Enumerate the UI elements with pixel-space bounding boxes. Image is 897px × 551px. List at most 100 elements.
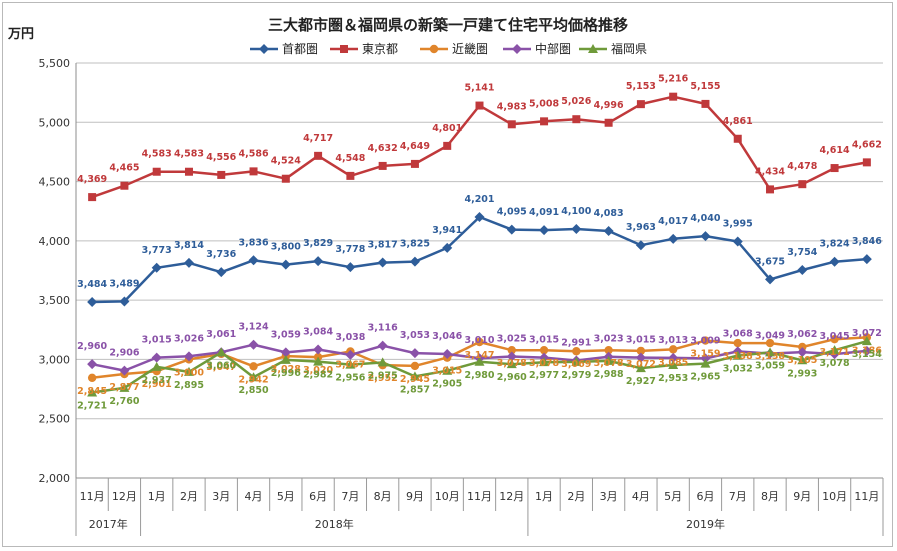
data-point	[572, 347, 581, 356]
data-label: 4,524	[271, 156, 301, 167]
legend-label: 中部圏	[535, 41, 571, 56]
data-label: 2,960	[497, 372, 527, 383]
data-label: 3,963	[626, 222, 656, 233]
data-label: 3,032	[723, 364, 753, 375]
data-point	[314, 151, 323, 160]
data-point	[216, 347, 227, 357]
data-point	[797, 347, 808, 358]
data-point	[635, 352, 646, 363]
data-point	[183, 366, 194, 376]
data-label: 4,091	[529, 207, 559, 218]
data-label: 2,991	[561, 337, 591, 348]
data-point	[249, 167, 258, 176]
data-label: 3,138	[723, 351, 753, 362]
data-label: 5,153	[626, 81, 656, 92]
data-label: 3,078	[594, 358, 624, 369]
data-point	[830, 164, 839, 173]
data-label: 3,171	[820, 347, 850, 358]
data-point	[281, 174, 290, 183]
x-tick-label: 11月	[854, 490, 879, 503]
data-point	[345, 359, 356, 369]
x-tick-label: 8月	[761, 490, 779, 503]
data-point	[571, 224, 582, 234]
data-point	[765, 274, 776, 285]
data-label: 4,583	[142, 149, 172, 160]
x-tick-label: 7月	[729, 490, 747, 503]
data-point	[797, 265, 808, 276]
data-point	[87, 359, 98, 370]
data-label: 2,845	[77, 386, 107, 397]
data-label: 2,965	[690, 372, 720, 383]
x-tick-label: 2月	[567, 490, 585, 503]
data-label: 3,941	[432, 225, 462, 236]
data-point	[409, 371, 420, 381]
data-label: 3,078	[820, 358, 850, 369]
data-point	[377, 257, 388, 268]
series-markers	[87, 92, 872, 397]
data-label: 3,062	[787, 329, 817, 340]
x-tick-label: 5月	[277, 490, 295, 503]
data-point	[635, 240, 646, 251]
data-label: 3,825	[400, 239, 430, 250]
data-point	[313, 356, 324, 366]
data-point	[87, 387, 98, 397]
data-label: 4,017	[658, 216, 688, 227]
data-label: 3,010	[464, 335, 494, 346]
data-point	[87, 297, 98, 308]
data-point	[766, 185, 775, 194]
legend-label: 東京都	[362, 42, 398, 56]
data-label: 3,078	[497, 358, 527, 369]
year-label: 2019年	[686, 517, 725, 531]
data-label: 4,632	[368, 143, 398, 154]
legend-label: 福岡県	[611, 41, 647, 56]
y-tick-label: 5,500	[39, 57, 71, 70]
y-tick-label: 2,500	[39, 413, 71, 426]
data-label: 3,015	[529, 335, 559, 346]
data-label: 2,993	[787, 368, 817, 379]
data-point	[506, 359, 517, 369]
data-label: 3,484	[77, 279, 107, 290]
data-point	[183, 351, 194, 362]
data-label: 3,085	[658, 357, 688, 368]
data-label: 3,489	[109, 278, 139, 289]
data-point	[474, 356, 485, 366]
data-point	[604, 118, 613, 127]
data-label: 3,000	[174, 367, 204, 378]
data-label: 2,977	[529, 370, 559, 381]
data-label: 4,556	[206, 152, 236, 163]
year-label: 2017年	[89, 517, 128, 531]
data-label: 3,736	[206, 249, 236, 260]
x-tick-label: 6月	[696, 490, 714, 503]
data-label: 2,895	[174, 380, 204, 391]
data-label: 2,906	[109, 348, 139, 359]
legend-swatch-marker	[429, 44, 439, 54]
x-tick-label: 6月	[309, 490, 327, 503]
data-point	[410, 361, 420, 371]
data-point	[409, 348, 420, 359]
data-point	[733, 134, 742, 143]
data-point	[603, 226, 614, 237]
data-point	[830, 334, 839, 344]
data-point	[604, 345, 613, 355]
data-point	[280, 354, 291, 364]
legend-label: 近畿圏	[452, 42, 488, 56]
data-label: 4,586	[239, 148, 269, 159]
x-tick-label: 10月	[435, 490, 460, 503]
data-label: 3,046	[432, 331, 462, 342]
data-point	[701, 336, 710, 345]
legend-swatch-marker	[340, 45, 348, 53]
data-label: 4,201	[464, 194, 494, 205]
x-tick-label: 12月	[499, 490, 524, 503]
data-point	[732, 350, 743, 360]
data-label: 4,095	[497, 207, 527, 218]
data-point	[797, 355, 808, 365]
data-point	[183, 257, 194, 268]
data-point	[378, 161, 387, 170]
data-point	[861, 254, 872, 265]
data-point	[539, 357, 550, 367]
x-tick-label: 3月	[600, 490, 618, 503]
data-label: 3,817	[368, 240, 398, 251]
data-label: 3,045	[820, 331, 850, 342]
data-label: 4,040	[690, 213, 720, 224]
